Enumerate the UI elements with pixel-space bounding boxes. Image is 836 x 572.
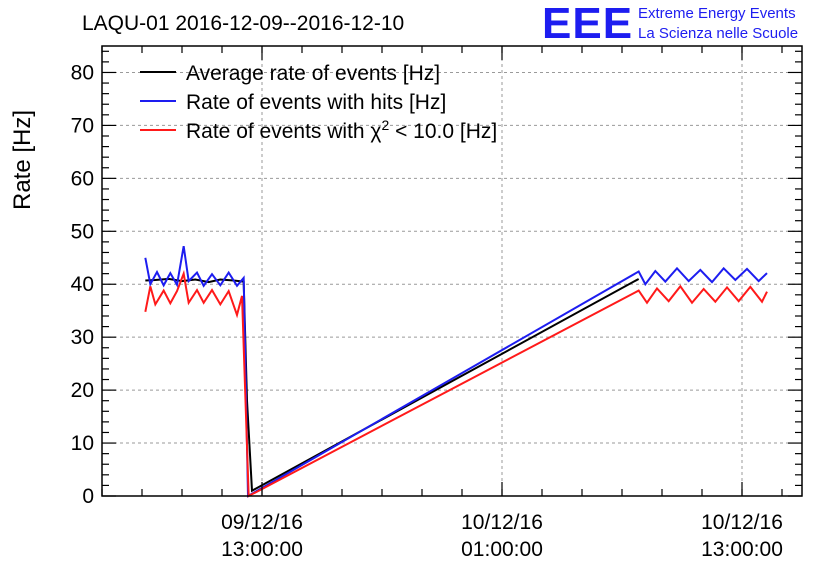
plot-frame-fill — [102, 46, 802, 496]
y-tick-label: 50 — [71, 220, 94, 243]
eee-logo-mark: EEE — [542, 0, 633, 48]
y-tick-label: 80 — [71, 61, 94, 84]
eee-logo-line1: Extreme Energy Events — [638, 5, 796, 22]
legend-label-3: Rate of events with χ2 < 10.0 [Hz] — [186, 117, 497, 143]
y-tick-label: 60 — [71, 167, 94, 190]
series-line-3 — [144, 269, 768, 498]
legend-label-1: Average rate of events [Hz] — [186, 62, 440, 85]
y-tick-label: 70 — [71, 114, 94, 137]
x-tick-label-time: 13:00:00 — [701, 538, 783, 561]
legend: Average rate of events [Hz] Rate of event… — [140, 62, 497, 143]
tick-labels: 0 10 20 30 40 50 60 70 80 09/12/16 13:00:00 10/12/1… — [71, 61, 783, 561]
legend-label-2: Rate of events with hits [Hz] — [186, 91, 446, 114]
axes — [101, 45, 803, 497]
y-tick-label: 0 — [82, 485, 94, 508]
y-tick-label: 20 — [71, 379, 94, 402]
eee-logo: EEE Extreme Energy Events La Scienza nel… — [542, 0, 798, 48]
plot-area — [102, 46, 802, 496]
plot-border — [101, 45, 803, 497]
x-tick-label-time: 13:00:00 — [221, 538, 303, 561]
eee-logo-line2: La Scienza nelle Scuole — [638, 25, 798, 42]
data-series — [144, 245, 768, 498]
y-axis-label: Rate [Hz] — [9, 110, 36, 210]
series-line-2 — [144, 245, 768, 498]
x-tick-label-date: 09/12/16 — [221, 511, 303, 534]
y-tick-label: 40 — [71, 273, 94, 296]
tick-marks — [101, 46, 802, 497]
y-tick-label: 10 — [71, 432, 94, 455]
x-tick-label-date: 10/12/16 — [461, 511, 543, 534]
grid-lines — [102, 46, 802, 496]
chart-title: LAQU-01 2016-12-09--2016-12-10 — [82, 12, 404, 35]
y-tick-label: 30 — [71, 326, 94, 349]
x-tick-label-date: 10/12/16 — [701, 511, 783, 534]
x-tick-label-time: 01:00:00 — [461, 538, 543, 561]
